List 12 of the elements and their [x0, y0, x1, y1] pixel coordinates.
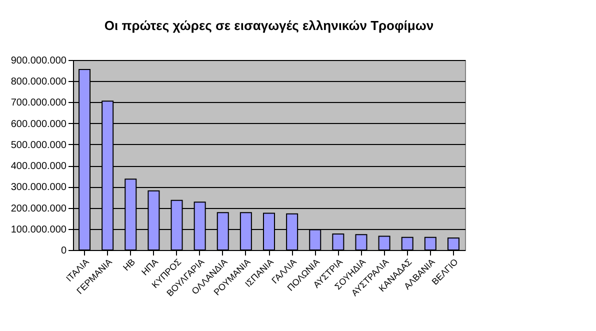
- y-tick-label: 300.000.000: [10, 182, 67, 194]
- y-tick-label: 0: [60, 246, 67, 256]
- y-tick-label: 800.000.000: [10, 76, 67, 88]
- y-tick-label: 600.000.000: [10, 118, 67, 130]
- chart-title: Οι πρώτες χώρες σε εισαγωγές ελληνικών Τροφίμων: [104, 18, 434, 33]
- y-tick-label: 400.000.000: [10, 161, 67, 172]
- y-tick-label: 900.000.000: [10, 56, 67, 66]
- y-tick-label: 100.000.000: [10, 224, 67, 236]
- y-tick-label: 700.000.000: [10, 98, 67, 109]
- x-tick-label: ΗΒ: [121, 256, 138, 273]
- y-tick-label: 500.000.000: [10, 140, 67, 151]
- y-tick-label: 200.000.000: [10, 203, 67, 214]
